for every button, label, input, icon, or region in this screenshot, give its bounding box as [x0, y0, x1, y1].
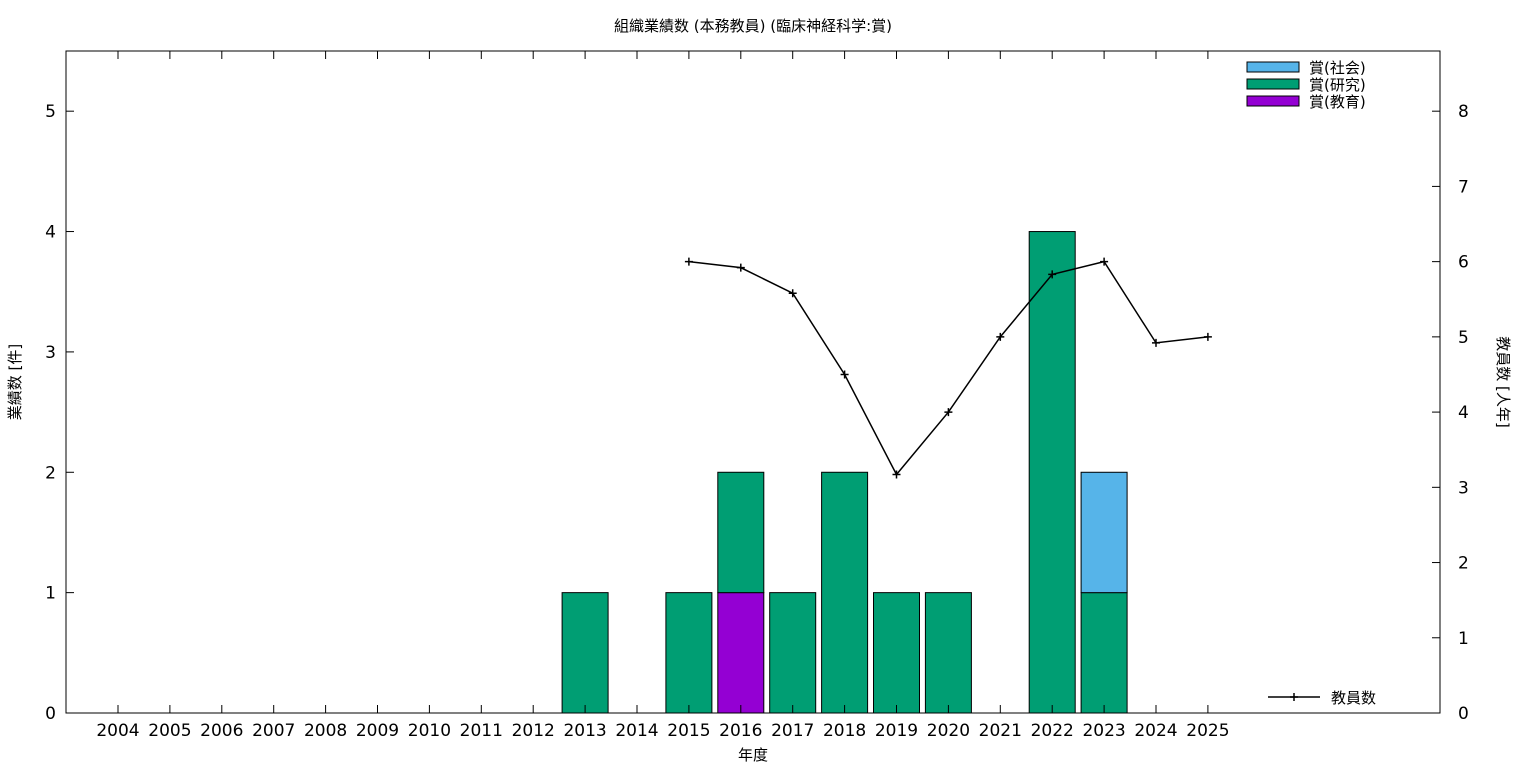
- bar-2023-賞(社会): [1080, 471, 1128, 594]
- x-tick-label: 2017: [771, 721, 814, 741]
- x-tick-label: 2004: [96, 721, 139, 741]
- legend-line-marker: [1290, 693, 1298, 701]
- y2-axis-label: 教員数 [人年]: [1494, 336, 1512, 427]
- line-point-marker: [996, 332, 1005, 341]
- x-tick-label: 2018: [823, 721, 866, 741]
- legend: 賞(社会)賞(研究)賞(教育) 教員数: [1246, 59, 1376, 707]
- bar-2016-賞(教育): [717, 592, 765, 714]
- x-tick-label: 2006: [200, 721, 243, 741]
- bar-2020-賞(研究): [924, 592, 972, 714]
- bar-2022-賞(研究): [1028, 231, 1076, 714]
- line-point-marker: [1152, 338, 1160, 347]
- bar-2016-賞(研究): [717, 471, 765, 594]
- y2-tick-label: 6: [1458, 253, 1469, 273]
- line-point-marker: [1100, 257, 1109, 266]
- line-layer: [684, 257, 1212, 479]
- line-point-marker: [1048, 270, 1057, 279]
- y2-tick-label: 3: [1458, 478, 1469, 498]
- x-tick-label: 2022: [1031, 721, 1074, 741]
- ticks-layer: 0 1 2 3 4 5 0 1 2 3 4 5 6 7 8 2004 2005 2006 2007 2008 2009 2…: [45, 51, 1469, 741]
- y2-tick-label: 7: [1458, 177, 1469, 197]
- x-tick-label: 2020: [927, 721, 970, 741]
- line-point-marker: [684, 257, 693, 266]
- x-tick-label: 2005: [148, 721, 191, 741]
- y2-tick-label: 4: [1458, 403, 1469, 423]
- y2-tick-label: 1: [1458, 629, 1469, 649]
- x-tick-label: 2024: [1134, 721, 1177, 741]
- x-axis-label: 年度: [738, 746, 768, 764]
- bars-layer: [561, 231, 1128, 714]
- x-tick-label: 2010: [408, 721, 451, 741]
- y-axis-label: 業績数 [件]: [6, 344, 24, 420]
- x-tick-label: 2007: [252, 721, 295, 741]
- x-tick-label: 2021: [979, 721, 1022, 741]
- legend-label: 賞(社会): [1309, 59, 1366, 77]
- y-tick-label: 4: [45, 223, 56, 243]
- y2-tick-label: 2: [1458, 554, 1469, 574]
- bar-2023-賞(研究): [1080, 592, 1128, 714]
- legend-label: 賞(教育): [1309, 93, 1366, 111]
- x-tick-label: 2009: [356, 721, 399, 741]
- chart-title: 組織業績数 (本務教員) (臨床神経科学:賞): [614, 17, 892, 35]
- x-tick-label: 2015: [667, 721, 710, 741]
- legend-label: 賞(研究): [1309, 76, 1366, 94]
- y-tick-label: 1: [45, 584, 56, 604]
- y2-tick-label: 0: [1458, 704, 1469, 724]
- bar-2019-賞(研究): [873, 592, 920, 714]
- x-tick-label: 2016: [719, 721, 762, 741]
- x-tick-label: 2012: [512, 721, 555, 741]
- y-tick-label: 2: [45, 463, 56, 483]
- x-tick-label: 2025: [1186, 721, 1229, 741]
- legend-swatch-賞(教育): [1246, 95, 1300, 107]
- line-point-marker: [736, 263, 745, 272]
- line-point-marker: [944, 408, 953, 417]
- bar-2013-賞(研究): [561, 592, 609, 714]
- y2-tick-label: 8: [1458, 102, 1469, 122]
- series-line-教員数: [688, 260, 1208, 476]
- legend-swatch-賞(社会): [1246, 61, 1300, 73]
- line-point-marker: [788, 289, 797, 298]
- bar-2015-賞(研究): [665, 592, 713, 714]
- x-tick-label: 2019: [875, 721, 918, 741]
- line-point-marker: [1203, 332, 1212, 341]
- x-tick-label: 2014: [615, 721, 658, 741]
- y-tick-label: 5: [45, 102, 56, 122]
- plot-frame: [65, 50, 1441, 714]
- line-point-marker: [892, 470, 901, 479]
- x-tick-label: 2011: [460, 721, 503, 741]
- line-point-marker: [840, 370, 849, 379]
- y-tick-label: 3: [45, 343, 56, 363]
- legend-swatch-賞(研究): [1246, 78, 1300, 90]
- bar-2018-賞(研究): [821, 471, 869, 714]
- x-tick-label: 2013: [563, 721, 606, 741]
- bar-2017-賞(研究): [769, 592, 817, 714]
- legend-label: 教員数: [1331, 689, 1376, 707]
- y2-tick-label: 5: [1458, 328, 1469, 348]
- x-tick-label: 2023: [1082, 721, 1125, 741]
- y-tick-label: 0: [45, 704, 56, 724]
- x-tick-label: 2008: [304, 721, 347, 741]
